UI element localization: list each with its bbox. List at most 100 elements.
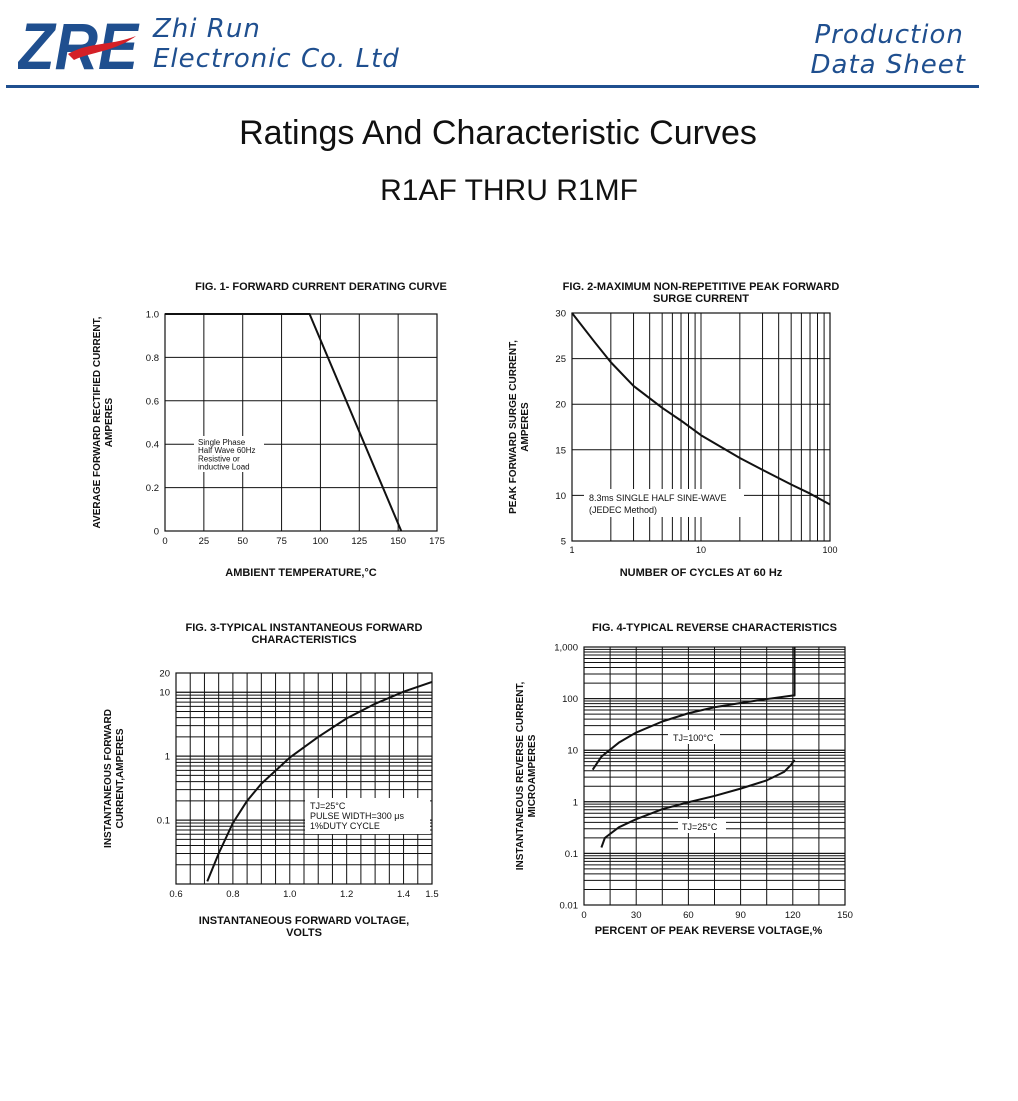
chart-title: FIG. 1- FORWARD CURRENT DERATING CURVE [195,281,447,293]
annotation-line: Single Phase [198,438,246,447]
chart-title: FIG. 3-TYPICAL INSTANTANEOUS FORWARD [186,622,423,634]
y-tick-label: 5 [561,537,566,548]
company-logo: ZRE [18,12,140,74]
annotation-box [194,436,264,472]
x-axis-label: INSTANTANEOUS FORWARD VOLTAGE, [199,915,409,927]
x-axis-label: VOLTS [286,927,322,939]
x-tick-label: 120 [785,910,801,921]
x-tick-label: 1.4 [397,889,410,900]
chart-fig3: 0.6 0.8 1.0 1.2 1.4 1.5 0.1 1 10 20 FIG. 3-TYPICAL… [103,622,439,939]
chart-fig1: 0 25 50 75 100 125 150 175 0 0.2 0.4 0.6 0.8 1.0 FIG. … [92,281,447,579]
y-tick-label: 0.1 [157,816,170,827]
y-axis-label: AVERAGE FORWARD RECTIFIED CURRENT, [92,316,103,528]
document-type: Production Data Sheet [810,20,966,80]
annotation-box [584,489,744,517]
annotation-line: 8.3ms SINGLE HALF SINE-WAVE [589,493,727,503]
x-tick-label: 125 [351,536,367,547]
y-axis-label: AMPERES [520,402,531,452]
x-tick-label: 100 [312,536,328,547]
x-tick-label: 0.8 [226,889,239,900]
x-tick-label: 90 [735,910,746,921]
y-axis-label: MICROAMPERES [527,734,538,817]
document-type-line2: Data Sheet [810,50,966,80]
page-subtitle: R1AF THRU R1MF [380,174,638,207]
y-tick-label: 10 [555,491,566,502]
document-type-line1: Production [814,20,964,50]
x-tick-label: 175 [429,536,445,547]
annotation-line: Resistive or [198,454,240,463]
y-axis-label: INSTANTANEOUS REVERSE CURRENT, [515,682,526,871]
y-axis-label: AMPERES [104,397,115,447]
fig2-annotation: 8.3ms SINGLE HALF SINE-WAVE (JEDEC Method… [584,489,744,517]
chart-title: FIG. 2-MAXIMUM NON-REPETITIVE PEAK FORWA… [563,281,840,293]
y-tick-label: 0.4 [146,440,159,451]
x-tick-label: 150 [837,910,853,921]
y-axis-label: PEAK FORWARD SURGE CURRENT, [508,340,519,514]
x-axis-label: PERCENT OF PEAK REVERSE VOLTAGE,% [595,925,823,937]
fig4-annotation: TJ=100°C TJ=25°C [668,730,726,833]
y-axis-label: CURRENT,AMPERES [115,728,126,828]
x-tick-label: 25 [199,536,210,547]
company-name: Zhi Run Electronic Co. Ltd [153,14,400,74]
x-tick-label: 1.0 [283,889,296,900]
chart-fig4: 0 30 60 90 120 150 0.01 0.1 1 10 100 1,000 FIG. 4-TY… [515,622,853,937]
y-tick-label: 0.6 [146,396,159,407]
y-tick-label: 1,000 [554,643,578,654]
plot-frame [571,312,831,542]
series-label-25c: TJ=25°C [682,822,718,832]
chart-fig2: 1 10 100 5 10 15 20 25 30 FIG. 2-MAXIMUM NON-REPE… [508,281,839,579]
chart-title: FIG. 4-TYPICAL REVERSE CHARACTERISTICS [592,622,837,634]
y-tick-label: 20 [555,400,566,411]
x-tick-label: 1.5 [425,889,438,900]
x-tick-label: 1.2 [340,889,353,900]
series-label-100c: TJ=100°C [673,733,714,743]
y-tick-label: 20 [159,669,170,680]
y-tick-label: 10 [567,746,578,757]
x-tick-label: 1 [569,545,574,555]
x-tick-label: 100 [822,545,837,555]
header: ZRE Zhi Run Electronic Co. Ltd Productio… [0,0,1018,90]
plot-frame [175,672,433,885]
x-axis-label: NUMBER OF CYCLES AT 60 Hz [620,567,783,579]
y-tick-label: 15 [555,445,566,456]
x-tick-label: 30 [631,910,642,921]
y-tick-label: 0.8 [146,353,159,364]
series-line-2 [600,759,796,848]
x-tick-label: 60 [683,910,694,921]
y-tick-label: 0.01 [560,901,579,912]
plot-frame [164,313,438,532]
legend-box-100 [668,730,720,744]
annotation-line: 1%DUTY CYCLE [310,821,380,831]
y-tick-label: 30 [555,309,566,320]
chart-grid [583,646,846,906]
header-rule [6,85,979,88]
annotation-line: (JEDEC Method) [589,505,657,515]
x-tick-label: 50 [237,536,248,547]
chart-grid [175,672,433,885]
company-name-line2: Electronic Co. Ltd [153,44,400,74]
y-tick-label: 1.0 [146,310,159,321]
x-tick-label: 75 [276,536,287,547]
y-tick-label: 25 [555,354,566,365]
plot-frame [583,646,846,906]
chart-title: CHARACTERISTICS [251,634,356,646]
x-tick-label: 0 [162,536,167,547]
annotation-line: inductive Load [198,463,250,472]
y-tick-label: 0.2 [146,483,159,494]
company-name-line1: Zhi Run [153,14,261,44]
x-tick-label: 150 [390,536,406,547]
annotation-box [305,798,430,834]
series-line-1 [571,312,831,506]
y-tick-label: 0.1 [565,849,578,860]
series-line-1 [206,680,433,882]
annotation-line: TJ=25°C [310,801,346,811]
page-title: Ratings And Characteristic Curves [239,114,757,152]
y-axis-label: INSTANTANEOUS FORWARD [103,709,114,848]
chart-title: SURGE CURRENT [653,293,749,305]
annotation-line: PULSE WIDTH=300 μs [310,811,404,821]
y-tick-label: 10 [159,688,170,699]
series-line-1 [591,647,796,771]
y-tick-label: 0 [154,527,159,538]
